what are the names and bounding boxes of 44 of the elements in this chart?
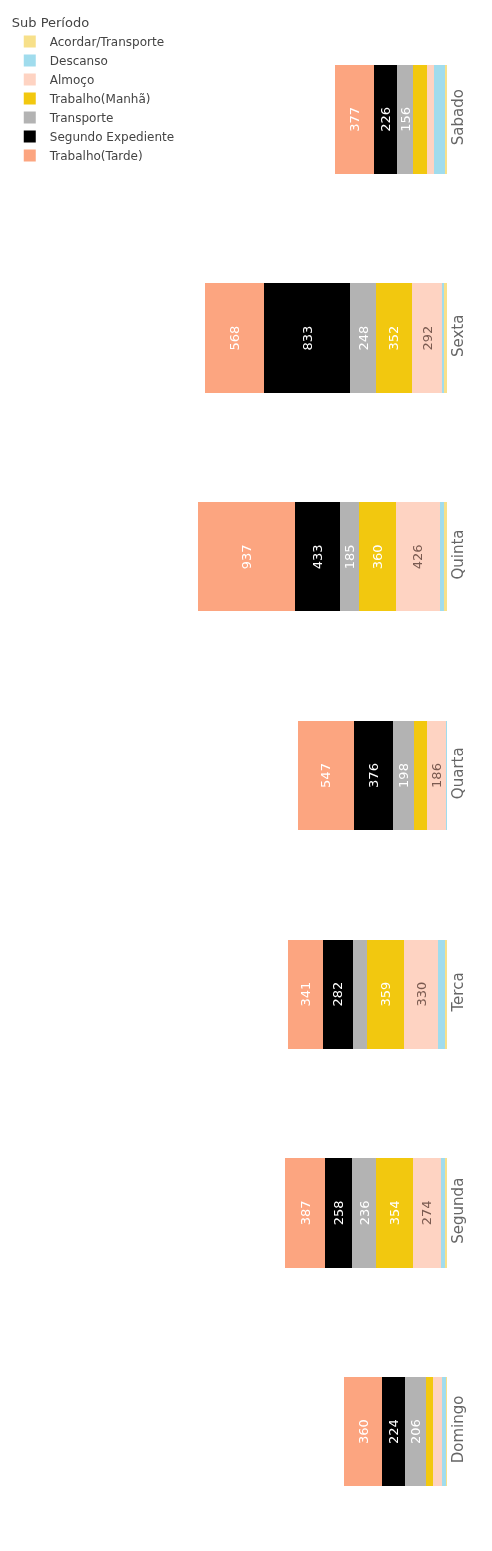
data-label: 387 (297, 1200, 313, 1226)
data-label: 354 (387, 1200, 403, 1226)
y-tick-label: Domingo (449, 1395, 467, 1464)
data-label: 274 (419, 1200, 435, 1226)
legend-label: Acordar/Transporte (49, 35, 165, 50)
data-label: 330 (413, 981, 429, 1007)
data-label: 433 (309, 544, 325, 570)
legend-label: Trabalho(Tarde) (48, 149, 143, 164)
data-label: 282 (330, 981, 346, 1007)
data-label: 547 (318, 763, 334, 788)
data-label: 248 (355, 325, 371, 351)
data-label: 224 (385, 1419, 401, 1445)
data-label: 360 (355, 1419, 371, 1445)
legend-label: Descanso (49, 54, 108, 69)
data-label: 292 (419, 325, 435, 351)
y-tick-label: Sabado (449, 89, 467, 146)
legend-label: Segundo Expediente (49, 130, 175, 145)
legend-label: Transporte (48, 111, 114, 126)
data-label: 186 (429, 763, 445, 788)
y-tick-label: Terca (449, 972, 467, 1013)
data-label: 376 (366, 763, 382, 788)
data-label: 156 (397, 106, 413, 132)
data-label: 185 (341, 544, 357, 570)
y-tick-label: Segunda (449, 1177, 467, 1244)
y-tick-label: Sexta (449, 314, 467, 358)
data-label: 198 (395, 763, 411, 788)
data-label: 258 (331, 1200, 347, 1226)
legend-label: Almoço (49, 73, 95, 88)
data-label: 568 (227, 325, 243, 351)
data-label: 206 (407, 1419, 423, 1445)
data-label: 359 (378, 981, 394, 1007)
data-label: 226 (377, 106, 393, 132)
data-label: 352 (386, 325, 402, 351)
data-label: 341 (298, 981, 314, 1007)
data-label: 937 (239, 544, 255, 570)
y-tick-label: Quinta (449, 529, 467, 580)
legend-title: Sub Período (11, 14, 90, 30)
data-label: 377 (346, 106, 362, 132)
data-label: 360 (369, 544, 385, 570)
y-tick-label: Quarta (449, 747, 467, 800)
legend-label: Trabalho(Manhã) (48, 92, 151, 107)
data-label: 833 (299, 325, 315, 351)
data-label: 426 (410, 544, 426, 570)
data-label: 236 (356, 1200, 372, 1226)
